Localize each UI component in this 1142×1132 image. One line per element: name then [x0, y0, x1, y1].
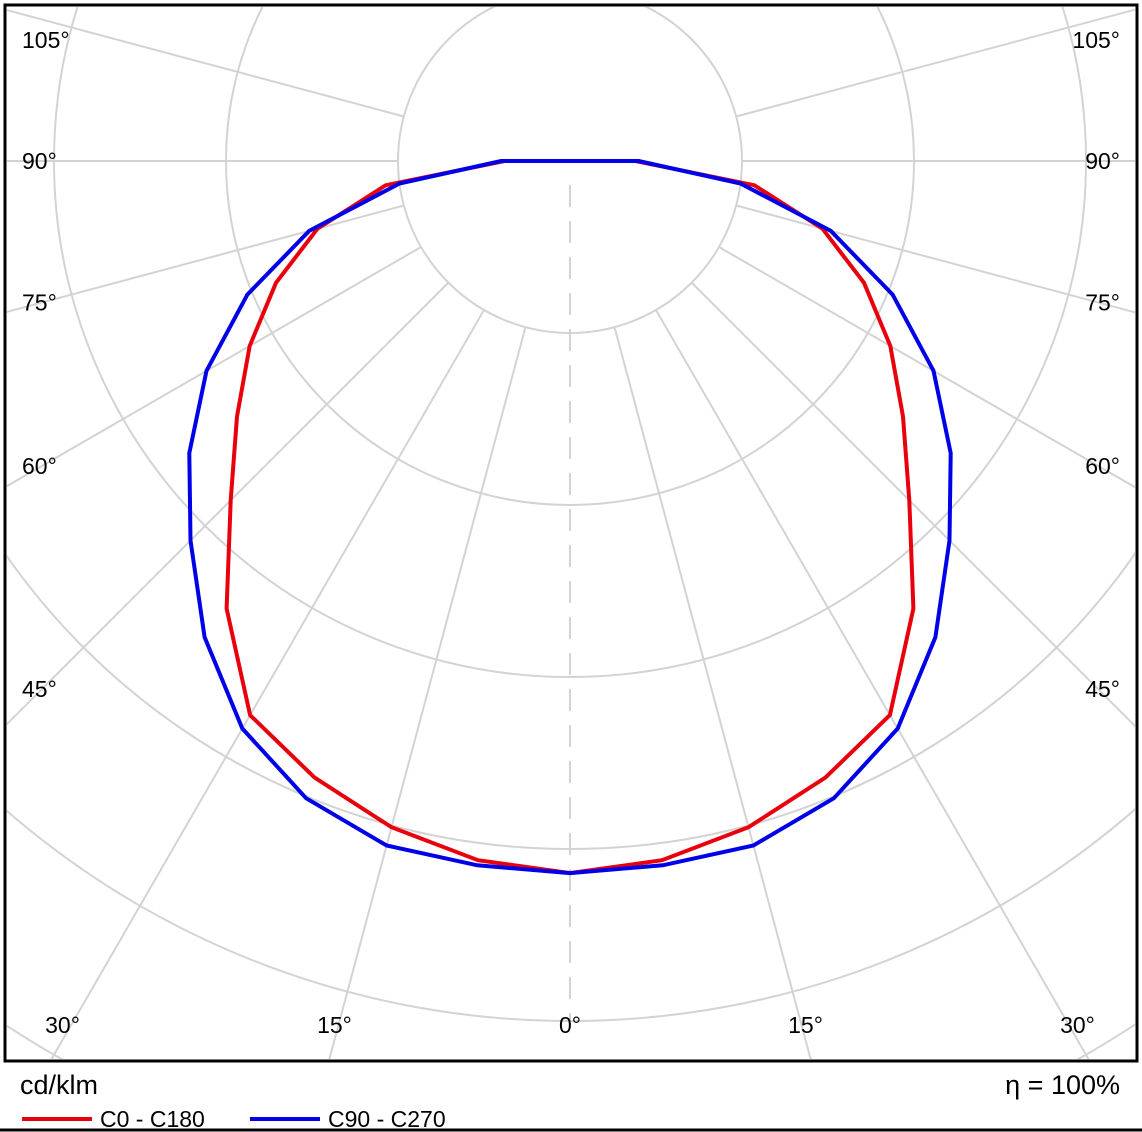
grid-ray	[7, 246, 422, 488]
efficiency-label: η = 100%	[1005, 1070, 1120, 1100]
grid-ray	[328, 326, 527, 1059]
angle-labels: 0° 15° 15° 30° 30° 45° 45° 60° 60° 75° 75° 90° 90° 10…	[22, 27, 1120, 1038]
angle-label: 90°	[1085, 148, 1120, 174]
legend-label-c0-c180: C0 - C180	[100, 1106, 205, 1132]
curve-c0-c180	[224, 159, 916, 876]
intensity-curves	[187, 159, 953, 876]
angle-label: 45°	[1085, 676, 1120, 702]
angle-label: 45°	[22, 676, 57, 702]
grid-ray	[7, 9, 405, 118]
legend: C0 - C180 C90 - C270	[22, 1106, 446, 1132]
grid-ray	[718, 246, 1135, 489]
grid-ring	[7, 807, 1135, 1022]
angle-label: 15°	[317, 1012, 352, 1038]
legend-label-c90-c270: C90 - C270	[328, 1106, 446, 1132]
grid-ray	[735, 8, 1135, 118]
grid-ray	[7, 204, 405, 313]
angle-label: 75°	[22, 289, 57, 315]
angle-label: 105°	[22, 27, 70, 53]
angle-label: 60°	[1085, 453, 1120, 479]
grid-ray	[7, 281, 450, 726]
unit-label: cd/klm	[20, 1070, 98, 1100]
angle-label: 105°	[1072, 27, 1120, 53]
angle-label: 0°	[559, 1012, 581, 1038]
curve-c90-c270	[187, 159, 953, 876]
angle-label: 75°	[1085, 289, 1120, 315]
angle-label: 30°	[1060, 1012, 1095, 1038]
grid-ray	[613, 326, 812, 1059]
grid-ray	[655, 309, 1090, 1059]
angle-label: 60°	[22, 453, 57, 479]
angle-label: 30°	[45, 1012, 80, 1038]
grid-ray	[735, 204, 1135, 314]
angle-label: 15°	[788, 1012, 823, 1038]
angle-label: 90°	[22, 148, 57, 174]
grid-ray	[690, 281, 1135, 728]
chart-frame	[3, 3, 1139, 1063]
grid-ray	[50, 309, 485, 1059]
